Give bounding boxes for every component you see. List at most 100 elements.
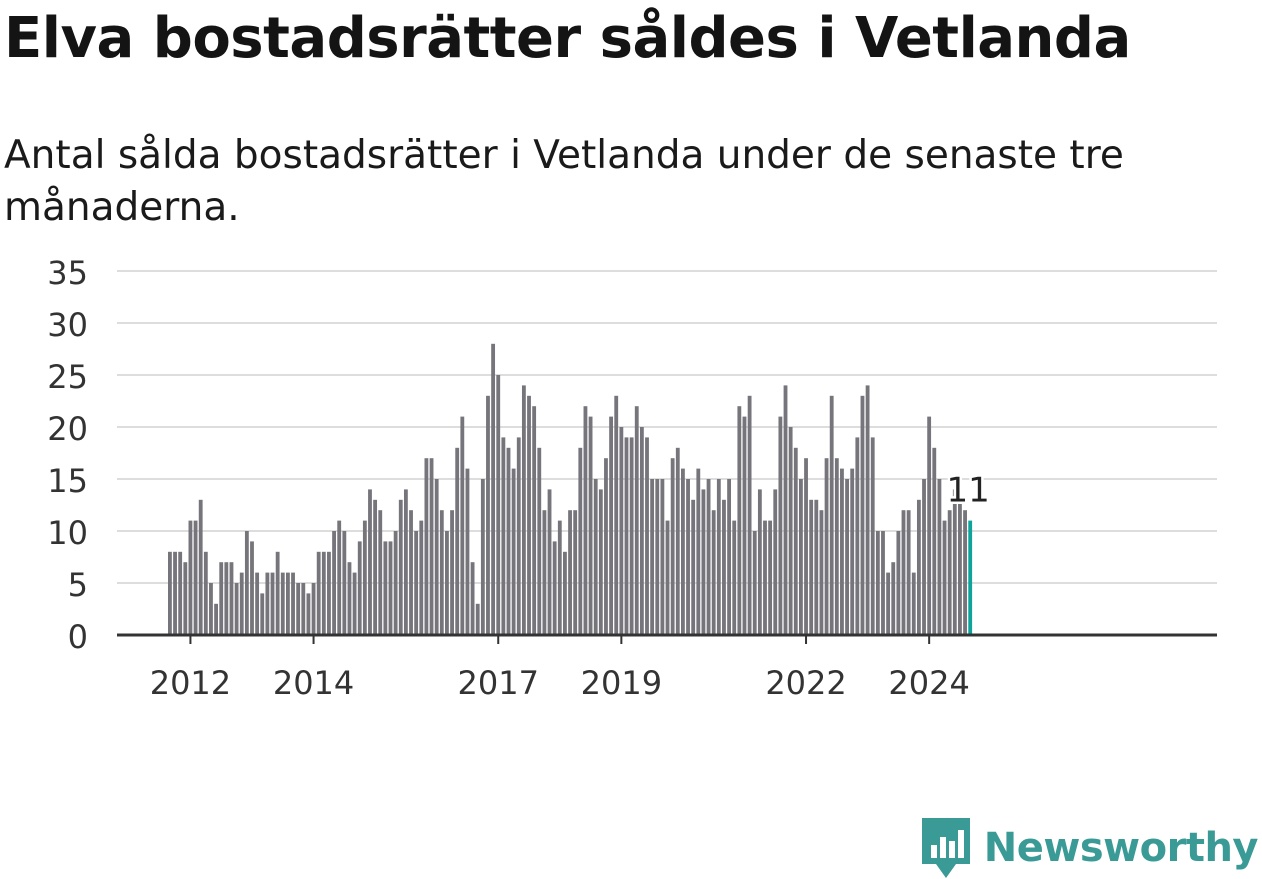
bar — [244, 531, 249, 635]
bar — [865, 385, 870, 635]
bar — [224, 562, 229, 635]
bar — [598, 489, 603, 635]
bar — [429, 458, 434, 635]
brand-name: Newsworthy — [983, 825, 1259, 871]
bar — [901, 510, 906, 635]
bar — [209, 583, 213, 635]
y-tick-label: 25 — [47, 358, 88, 396]
bar — [696, 468, 701, 635]
highlight-value-label: 11 — [947, 471, 990, 511]
bar — [773, 489, 778, 635]
bar — [291, 572, 295, 635]
bar — [670, 458, 675, 635]
bar — [614, 395, 619, 635]
bar — [460, 416, 465, 635]
bar — [398, 499, 403, 635]
bar — [768, 520, 773, 635]
bar — [193, 520, 198, 635]
bar — [403, 489, 408, 635]
bar — [824, 458, 829, 635]
bar — [173, 551, 177, 635]
bar-chart: 0 5 10 15 20 25 30 35 2012 2014 2017 2019 2022 2024 11 — [47, 254, 1217, 702]
bar — [593, 479, 598, 635]
bar — [737, 406, 742, 635]
bar — [491, 343, 496, 635]
bar — [845, 479, 849, 635]
bar — [793, 447, 798, 635]
bar — [321, 551, 326, 635]
bar — [332, 531, 336, 635]
highlight-bar — [968, 520, 973, 635]
bar — [958, 499, 962, 635]
bar — [711, 510, 716, 635]
bar — [424, 458, 429, 635]
bar — [747, 395, 752, 635]
bar — [645, 437, 649, 635]
bar — [419, 520, 424, 635]
bar — [439, 510, 444, 635]
bar — [660, 479, 665, 635]
bar — [634, 406, 639, 635]
bar — [804, 458, 808, 635]
bar — [752, 531, 757, 635]
bar — [388, 541, 393, 635]
y-tick-label: 35 — [47, 254, 88, 292]
bar — [229, 562, 234, 635]
bar — [327, 551, 331, 635]
bar — [521, 385, 526, 635]
bar — [214, 603, 218, 635]
bar — [280, 572, 285, 635]
bar — [285, 572, 290, 635]
bar — [727, 479, 731, 635]
bar — [604, 458, 608, 635]
x-tick-label: 2012 — [150, 664, 231, 702]
bar — [942, 520, 947, 635]
bar — [665, 520, 670, 635]
bar — [681, 468, 685, 635]
y-tick-label: 30 — [47, 306, 88, 344]
bar — [342, 531, 347, 635]
bar — [691, 499, 696, 635]
bar — [496, 375, 501, 635]
bar — [357, 541, 362, 635]
bar — [563, 551, 567, 635]
bar — [629, 437, 634, 635]
bar — [373, 499, 378, 635]
bar — [937, 479, 942, 635]
bar — [870, 437, 875, 635]
bar — [947, 510, 952, 635]
bar — [188, 520, 193, 635]
bar — [886, 572, 891, 635]
bar — [588, 416, 593, 635]
bar — [414, 531, 419, 635]
newsworthy-icon — [921, 818, 970, 878]
bar — [850, 468, 855, 635]
bar — [527, 395, 531, 635]
bar — [732, 520, 737, 635]
x-tick-label: 2022 — [765, 664, 846, 702]
x-tick-label: 2024 — [888, 664, 969, 702]
bar — [260, 593, 265, 635]
bar — [583, 406, 588, 635]
bar — [881, 531, 885, 635]
bar — [834, 458, 839, 635]
bar — [393, 531, 398, 635]
bar — [896, 531, 901, 635]
bar — [916, 499, 921, 635]
bar — [311, 583, 316, 635]
bar — [378, 510, 383, 635]
bar — [860, 395, 865, 635]
bar — [906, 510, 911, 635]
bar — [783, 385, 788, 635]
bar — [445, 531, 449, 635]
bar — [306, 593, 311, 635]
bar — [927, 416, 932, 635]
bar — [716, 479, 721, 635]
bar — [409, 510, 413, 635]
bar — [763, 520, 767, 635]
bar — [742, 416, 747, 635]
bar — [963, 510, 967, 635]
bar — [250, 541, 254, 635]
bar — [450, 510, 454, 635]
bar — [337, 520, 342, 635]
